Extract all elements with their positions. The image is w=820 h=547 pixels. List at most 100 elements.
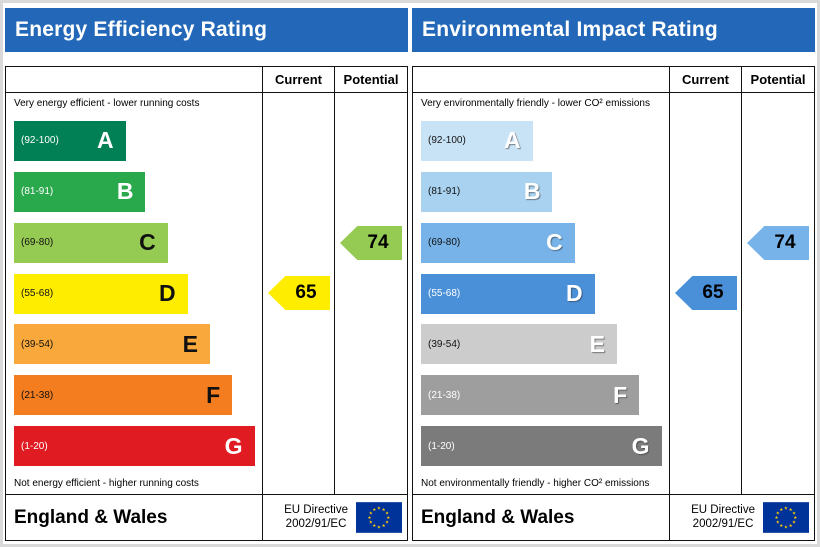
- svg-text:★: ★: [377, 506, 382, 511]
- rating-panels: Energy Efficiency Rating Current Potenti…: [5, 8, 815, 541]
- eu-directive-line2: 2002/91/EC: [285, 517, 347, 530]
- caption-top: Very energy efficient - lower running co…: [14, 98, 200, 109]
- svg-text:★: ★: [779, 507, 784, 512]
- panel-title-text: Energy Efficiency Rating: [15, 18, 268, 41]
- svg-text:★: ★: [792, 520, 797, 525]
- panel-title-energy: Energy Efficiency Rating: [5, 8, 408, 52]
- band-range-label: (92-100): [428, 135, 466, 147]
- band-letter: G: [224, 432, 243, 459]
- band-letter: D: [158, 280, 176, 306]
- band-letter: F: [613, 381, 628, 408]
- panel-title-text: Environmental Impact Rating: [422, 18, 718, 41]
- rating-band-c: (69-80) C: [14, 222, 168, 263]
- rating-band-f: (21-38) F: [421, 375, 640, 416]
- potential-rating-arrow: 74: [340, 226, 402, 260]
- svg-text:★: ★: [776, 520, 781, 525]
- header-spacer-cell: [6, 67, 263, 93]
- current-rating-arrow: 65: [675, 276, 737, 310]
- rating-band-d: (55-68) D: [421, 273, 595, 314]
- rating-band-c: (69-80) C: [421, 222, 575, 263]
- band-letter: E: [589, 330, 605, 357]
- potential-rating-value: 74: [367, 232, 389, 253]
- rating-band-g: (1-20) G: [14, 426, 255, 467]
- current-rating-value: 65: [702, 282, 724, 303]
- caption-bottom: Not environmentally friendly - higher CO…: [421, 478, 650, 489]
- rating-band-e: (39-54) E: [421, 324, 617, 365]
- rating-band-e: (39-54) E: [14, 324, 210, 365]
- rating-band-a: (92-100) A: [14, 120, 126, 161]
- svg-text:★: ★: [386, 515, 391, 520]
- panel-title-environmental: Environmental Impact Rating: [412, 8, 815, 52]
- band-range-label: (39-54): [428, 338, 461, 350]
- rating-band-b: (81-91) B: [421, 171, 553, 212]
- svg-text:★: ★: [369, 510, 374, 515]
- svg-text:★: ★: [385, 510, 390, 515]
- eu-flag-icon: ★ ★★ ★★★ ★★★ ★★★: [356, 502, 402, 533]
- svg-text:★: ★: [368, 515, 373, 520]
- rating-band-d: (55-68) D: [14, 273, 188, 314]
- current-column-header: Current: [670, 67, 742, 93]
- potential-value-column: 74: [335, 93, 407, 494]
- band-range-label: (55-68): [21, 288, 54, 299]
- svg-text:★: ★: [372, 523, 377, 528]
- rating-band-b: (81-91) B: [14, 171, 146, 212]
- band-letter: F: [206, 381, 221, 408]
- band-letter: A: [96, 127, 114, 154]
- potential-rating-arrow: 74: [747, 226, 809, 260]
- eu-flag-icon: ★ ★★ ★★★ ★★★ ★★★: [763, 502, 809, 533]
- band-letter: D: [565, 280, 583, 306]
- band-range-label: (1-20): [21, 440, 48, 452]
- band-letter: C: [546, 229, 563, 256]
- panel-environmental-impact: Environmental Impact Rating Current Pote…: [412, 8, 815, 541]
- band-range-label: (92-100): [21, 135, 59, 147]
- svg-text:★: ★: [369, 520, 374, 525]
- eu-directive-label: EU Directive 2002/91/EC: [284, 504, 348, 532]
- environmental-rating-table: Current Potential Very environmentally f…: [412, 66, 815, 541]
- svg-text:★: ★: [793, 515, 798, 520]
- potential-column-header: Potential: [742, 67, 814, 93]
- svg-text:★: ★: [776, 510, 781, 515]
- band-range-label: (81-91): [21, 186, 54, 198]
- svg-text:★: ★: [382, 507, 387, 512]
- current-value-column: 65: [670, 93, 742, 494]
- band-letter: A: [503, 127, 521, 154]
- eu-directive-line2: 2002/91/EC: [692, 517, 754, 530]
- band-letter: B: [116, 178, 134, 205]
- svg-text:★: ★: [372, 507, 377, 512]
- potential-value-column: 74: [742, 93, 814, 494]
- panel-energy-efficiency: Energy Efficiency Rating Current Potenti…: [5, 8, 408, 541]
- band-range-label: (21-38): [428, 389, 461, 401]
- svg-text:★: ★: [775, 515, 780, 520]
- footer-directive-area: EU Directive 2002/91/EC ★ ★ ★ ★ ★ ★ ★ ★ ★ ★ ★ ★: [670, 494, 814, 540]
- footer-region-label: England & Wales: [413, 494, 670, 540]
- svg-text:★: ★: [784, 524, 789, 529]
- rating-band-g: (1-20) G: [421, 426, 662, 467]
- current-rating-arrow: 65: [268, 276, 330, 310]
- band-letter: B: [523, 178, 541, 205]
- svg-text:★: ★: [792, 510, 797, 515]
- band-range-label: (21-38): [21, 389, 54, 401]
- band-range-label: (81-91): [428, 186, 461, 198]
- band-range-label: (39-54): [21, 338, 54, 350]
- eu-directive-line1: EU Directive: [284, 503, 348, 516]
- current-column-header: Current: [263, 67, 335, 93]
- svg-text:★: ★: [385, 520, 390, 525]
- caption-bottom: Not energy efficient - higher running co…: [14, 478, 199, 489]
- band-letter: C: [139, 229, 156, 256]
- eu-directive-label: EU Directive 2002/91/EC: [691, 504, 755, 532]
- footer-directive-area: EU Directive 2002/91/EC ★ ★ ★ ★ ★ ★ ★ ★ ★ ★ ★ ★: [263, 494, 407, 540]
- svg-text:★: ★: [377, 524, 382, 529]
- potential-rating-value: 74: [774, 232, 796, 253]
- header-spacer-cell: [413, 67, 670, 93]
- rating-band-f: (21-38) F: [14, 375, 233, 416]
- band-range-label: (69-80): [428, 237, 461, 249]
- svg-text:★: ★: [779, 523, 784, 528]
- svg-text:★: ★: [382, 523, 387, 528]
- band-range-label: (55-68): [428, 288, 461, 299]
- band-letter: G: [631, 432, 650, 459]
- potential-column-header: Potential: [335, 67, 407, 93]
- band-range-label: (69-80): [21, 237, 54, 249]
- footer-region-label: England & Wales: [6, 494, 263, 540]
- current-rating-value: 65: [295, 282, 317, 303]
